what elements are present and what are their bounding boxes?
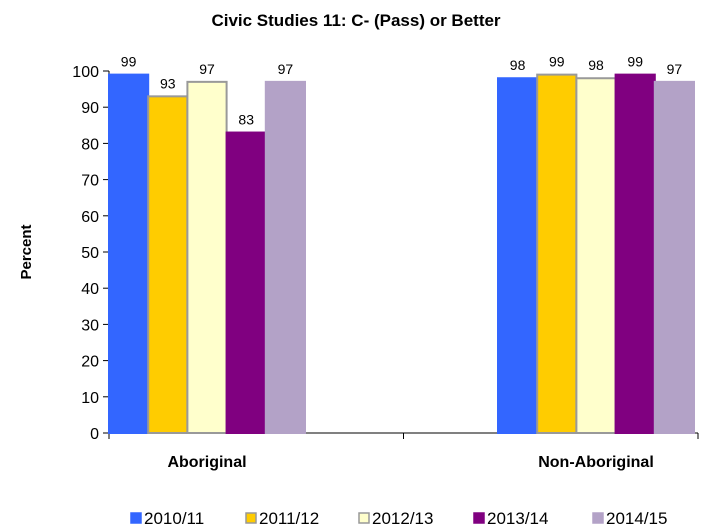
y-tick-label: 10 [81, 390, 99, 407]
y-tick-label: 100 [72, 64, 99, 81]
bar-2012-13-non-aboriginal [575, 77, 617, 435]
y-tick-label: 80 [81, 136, 99, 153]
bar-2010-11-non-aboriginal [497, 77, 539, 435]
data-label: 97 [199, 61, 215, 77]
legend-swatch [473, 512, 485, 524]
y-tick-label: 70 [81, 173, 99, 190]
chart-title: Civic Studies 11: C- (Pass) or Better [211, 11, 500, 30]
bar-2014-15-non-aboriginal [653, 80, 695, 435]
data-label: 97 [667, 61, 683, 77]
bar-2010-11-aboriginal [108, 73, 150, 435]
data-label: 83 [238, 112, 254, 128]
y-tick-label: 60 [81, 209, 99, 226]
y-tick-label: 50 [81, 245, 99, 262]
y-tick-label: 40 [81, 281, 99, 298]
bars [108, 73, 695, 435]
category-label: Non-Aboriginal [538, 454, 654, 471]
data-label: 97 [278, 61, 294, 77]
data-label: 98 [588, 57, 604, 73]
bar-2011-12-non-aboriginal [536, 73, 578, 435]
legend-label: 2011/12 [259, 509, 319, 528]
bar-2011-12-aboriginal [147, 95, 189, 434]
legend-swatch [245, 512, 257, 524]
bar-2013-14-aboriginal [225, 131, 267, 434]
y-tick-label: 20 [81, 354, 99, 371]
data-label: 99 [549, 54, 565, 70]
y-axis-label: Percent [18, 224, 35, 279]
bar-2012-13-aboriginal [186, 80, 228, 435]
data-label: 93 [160, 75, 176, 91]
data-label: 99 [627, 54, 643, 70]
axes: 0 10 20 30 40 50 60 70 80 90 100 [72, 64, 699, 443]
legend-label: 2012/13 [372, 509, 433, 528]
data-label: 98 [510, 57, 526, 73]
data-label: 99 [121, 54, 137, 70]
category-labels: Aboriginal Non-Aboriginal [167, 454, 653, 471]
legend-label: 2013/14 [487, 509, 548, 528]
legend-swatch [130, 512, 142, 524]
y-tick-label: 0 [90, 426, 99, 443]
legend-label: 2014/15 [606, 509, 667, 528]
bar-2014-15-aboriginal [264, 80, 306, 435]
category-label: Aboriginal [167, 454, 246, 471]
legend: 2010/11 2011/12 2012/13 2013/14 2014/15 [130, 509, 667, 528]
y-tick-label: 30 [81, 317, 99, 334]
legend-label: 2010/11 [144, 509, 204, 528]
legend-swatch [358, 512, 370, 524]
data-labels: 99 93 97 83 97 98 99 98 99 97 [121, 54, 683, 128]
y-tick-label: 90 [81, 100, 99, 117]
bar-2013-14-non-aboriginal [614, 73, 656, 435]
legend-swatch [592, 512, 604, 524]
